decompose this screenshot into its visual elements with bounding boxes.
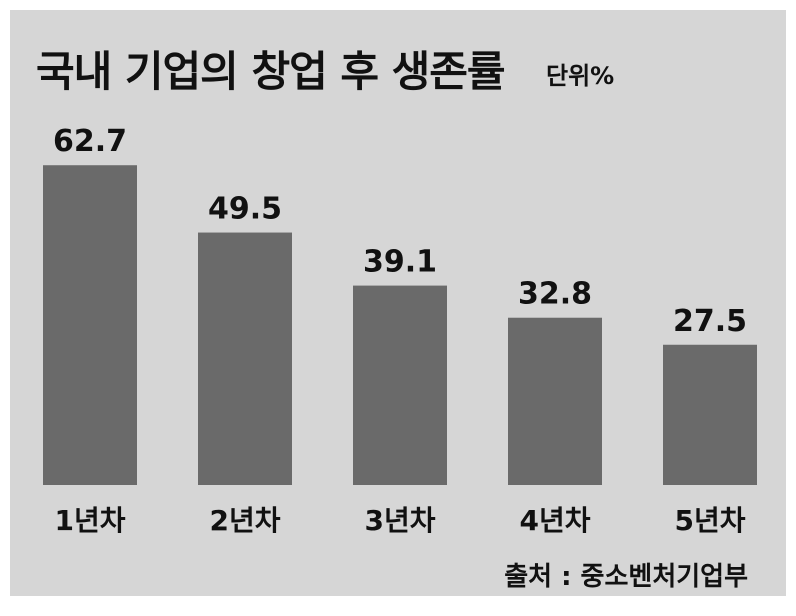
category-label-4: 4년차 <box>519 504 590 537</box>
category-label-2: 2년차 <box>209 504 280 537</box>
bar-1 <box>43 165 137 486</box>
chart-title: 국내 기업의 창업 후 생존률 <box>36 47 506 96</box>
bar-chart: 62.7 1년차 49.5 2년차 39.1 3년차 32.8 4년차 27.5 5년차 <box>43 124 757 537</box>
unit-label: 단위% <box>546 62 615 90</box>
category-label-1: 1년차 <box>54 504 125 537</box>
source-note: 출처 : 중소벤처기업부 <box>504 562 748 592</box>
value-label-4: 32.8 <box>518 277 592 312</box>
bar-3 <box>353 285 447 485</box>
value-label-5: 27.5 <box>673 304 747 339</box>
bar-5 <box>663 344 757 485</box>
bar-2 <box>198 232 292 485</box>
bar-4 <box>508 317 602 485</box>
value-label-1: 62.7 <box>53 124 127 159</box>
value-label-2: 49.5 <box>208 192 282 227</box>
category-label-5: 5년차 <box>674 504 745 537</box>
category-label-3: 3년차 <box>364 504 435 537</box>
chart-panel: 국내 기업의 창업 후 생존률 단위% 62.7 1년차 49.5 2년차 39.1 3년… <box>10 10 786 596</box>
value-label-3: 39.1 <box>363 245 437 280</box>
